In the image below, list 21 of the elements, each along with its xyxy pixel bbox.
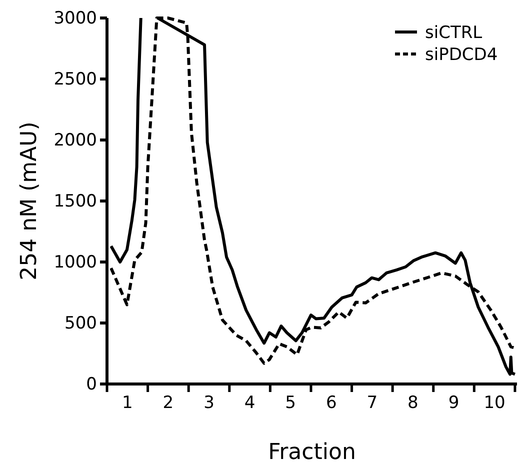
x-tick-label: 2: [162, 393, 174, 413]
y-tick-label: 3000: [54, 8, 97, 28]
y-tick-label: 500: [64, 313, 97, 334]
x-tick-label: 6: [326, 393, 337, 413]
x-tick-label: 10: [484, 393, 506, 413]
legend-label: siCTRL: [425, 23, 483, 43]
legend-label: siPDCD4: [425, 45, 498, 65]
y-tick-label: 0: [86, 374, 97, 394]
x-tick-label: 4: [244, 393, 256, 413]
y-tick-label: 1500: [54, 191, 97, 212]
y-tick-label: 2000: [54, 130, 97, 150]
y-tick-label: 2500: [54, 69, 97, 90]
y-axis-title: 254 nM (mAU): [17, 122, 42, 280]
x-tick-label: 3: [204, 393, 214, 413]
x-tick-label: 5: [285, 393, 296, 413]
x-tick-label: 8: [408, 393, 418, 413]
x-tick-label: 1: [122, 393, 133, 413]
x-tick-label: 9: [448, 393, 460, 413]
y-tick-label: 1000: [54, 252, 97, 272]
x-axis-title: Fraction: [268, 440, 356, 465]
x-tick-label: 7: [366, 393, 378, 413]
